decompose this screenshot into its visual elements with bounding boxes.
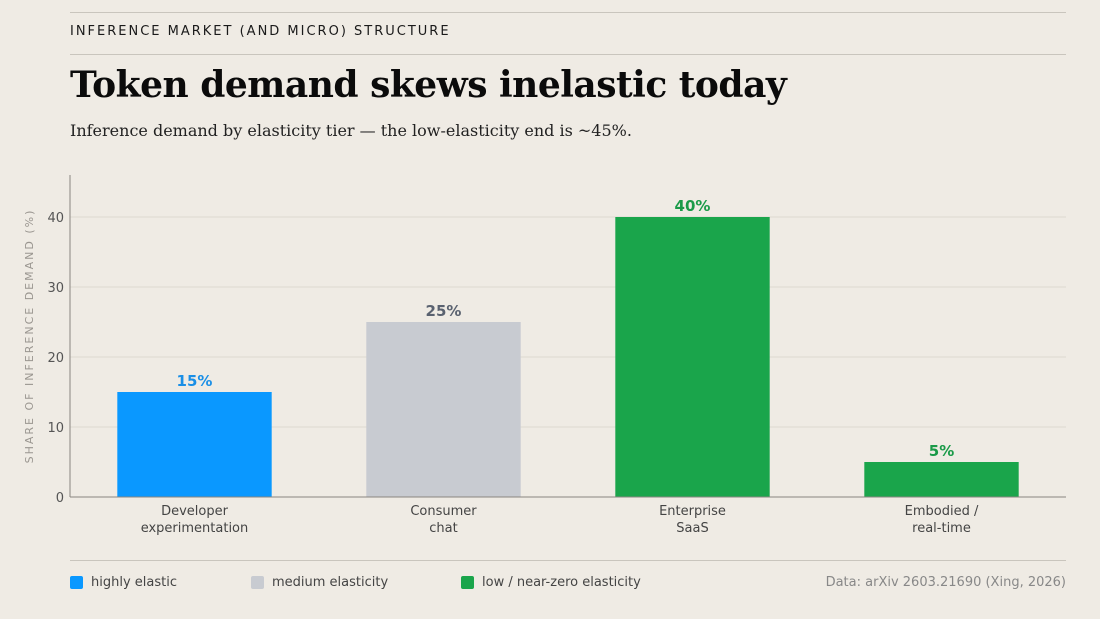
legend-swatch-highly-elastic — [70, 576, 83, 589]
gridlines — [70, 216, 1066, 428]
header-rule — [70, 54, 1066, 55]
y-tick-label: 0 — [56, 491, 64, 506]
y-tick-label: 10 — [47, 421, 64, 436]
axes — [69, 175, 1066, 498]
legend-swatch-low-elasticity — [461, 576, 474, 589]
page-title: Token demand skews inelastic today — [70, 64, 787, 106]
legend-item-medium-elasticity: medium elasticity — [251, 575, 388, 590]
data-label: 40% — [675, 197, 711, 215]
y-tick-label: 20 — [47, 351, 64, 366]
data-label: 15% — [177, 372, 213, 390]
data-label: 5% — [929, 442, 954, 460]
x-tick-label: Consumer chat — [410, 504, 477, 536]
top-rule — [70, 12, 1066, 13]
y-tick-label: 40 — [47, 211, 64, 226]
legend-label: highly elastic — [91, 575, 177, 590]
x-tick-label: Enterprise SaaS — [659, 504, 726, 536]
bar-chart: 0 10 20 30 40 15% Developer experimentation 25% C… — [23, 175, 1066, 536]
bar — [615, 217, 770, 497]
legend-item-highly-elastic: highly elastic — [70, 575, 177, 590]
eyebrow-label: INFERENCE MARKET (AND MICRO) STRUCTURE — [70, 24, 451, 39]
legend-label: low / near-zero elasticity — [482, 575, 641, 590]
footer-rule — [70, 560, 1066, 561]
bar — [117, 392, 272, 497]
legend-item-low-elasticity: low / near-zero elasticity — [461, 575, 641, 590]
y-axis-label: SHARE OF INFERENCE DEMAND (%) — [23, 209, 36, 464]
x-tick-label: Embodied / real-time — [905, 504, 979, 536]
chart-labels: 0 10 20 30 40 15% Developer experimentation 25% C… — [23, 197, 979, 536]
bar — [864, 462, 1019, 497]
y-tick-label: 30 — [47, 281, 64, 296]
legend-label: medium elasticity — [272, 575, 389, 590]
bars — [117, 217, 1019, 497]
legend-swatch-medium-elasticity — [251, 576, 264, 589]
page-subtitle: Inference demand by elasticity tier — th… — [70, 121, 632, 140]
bar — [366, 322, 521, 497]
x-tick-label: Developer experimentation — [141, 504, 249, 536]
data-label: 25% — [426, 302, 462, 320]
source-note: Data: arXiv 2603.21690 (Xing, 2026) — [825, 575, 1066, 590]
